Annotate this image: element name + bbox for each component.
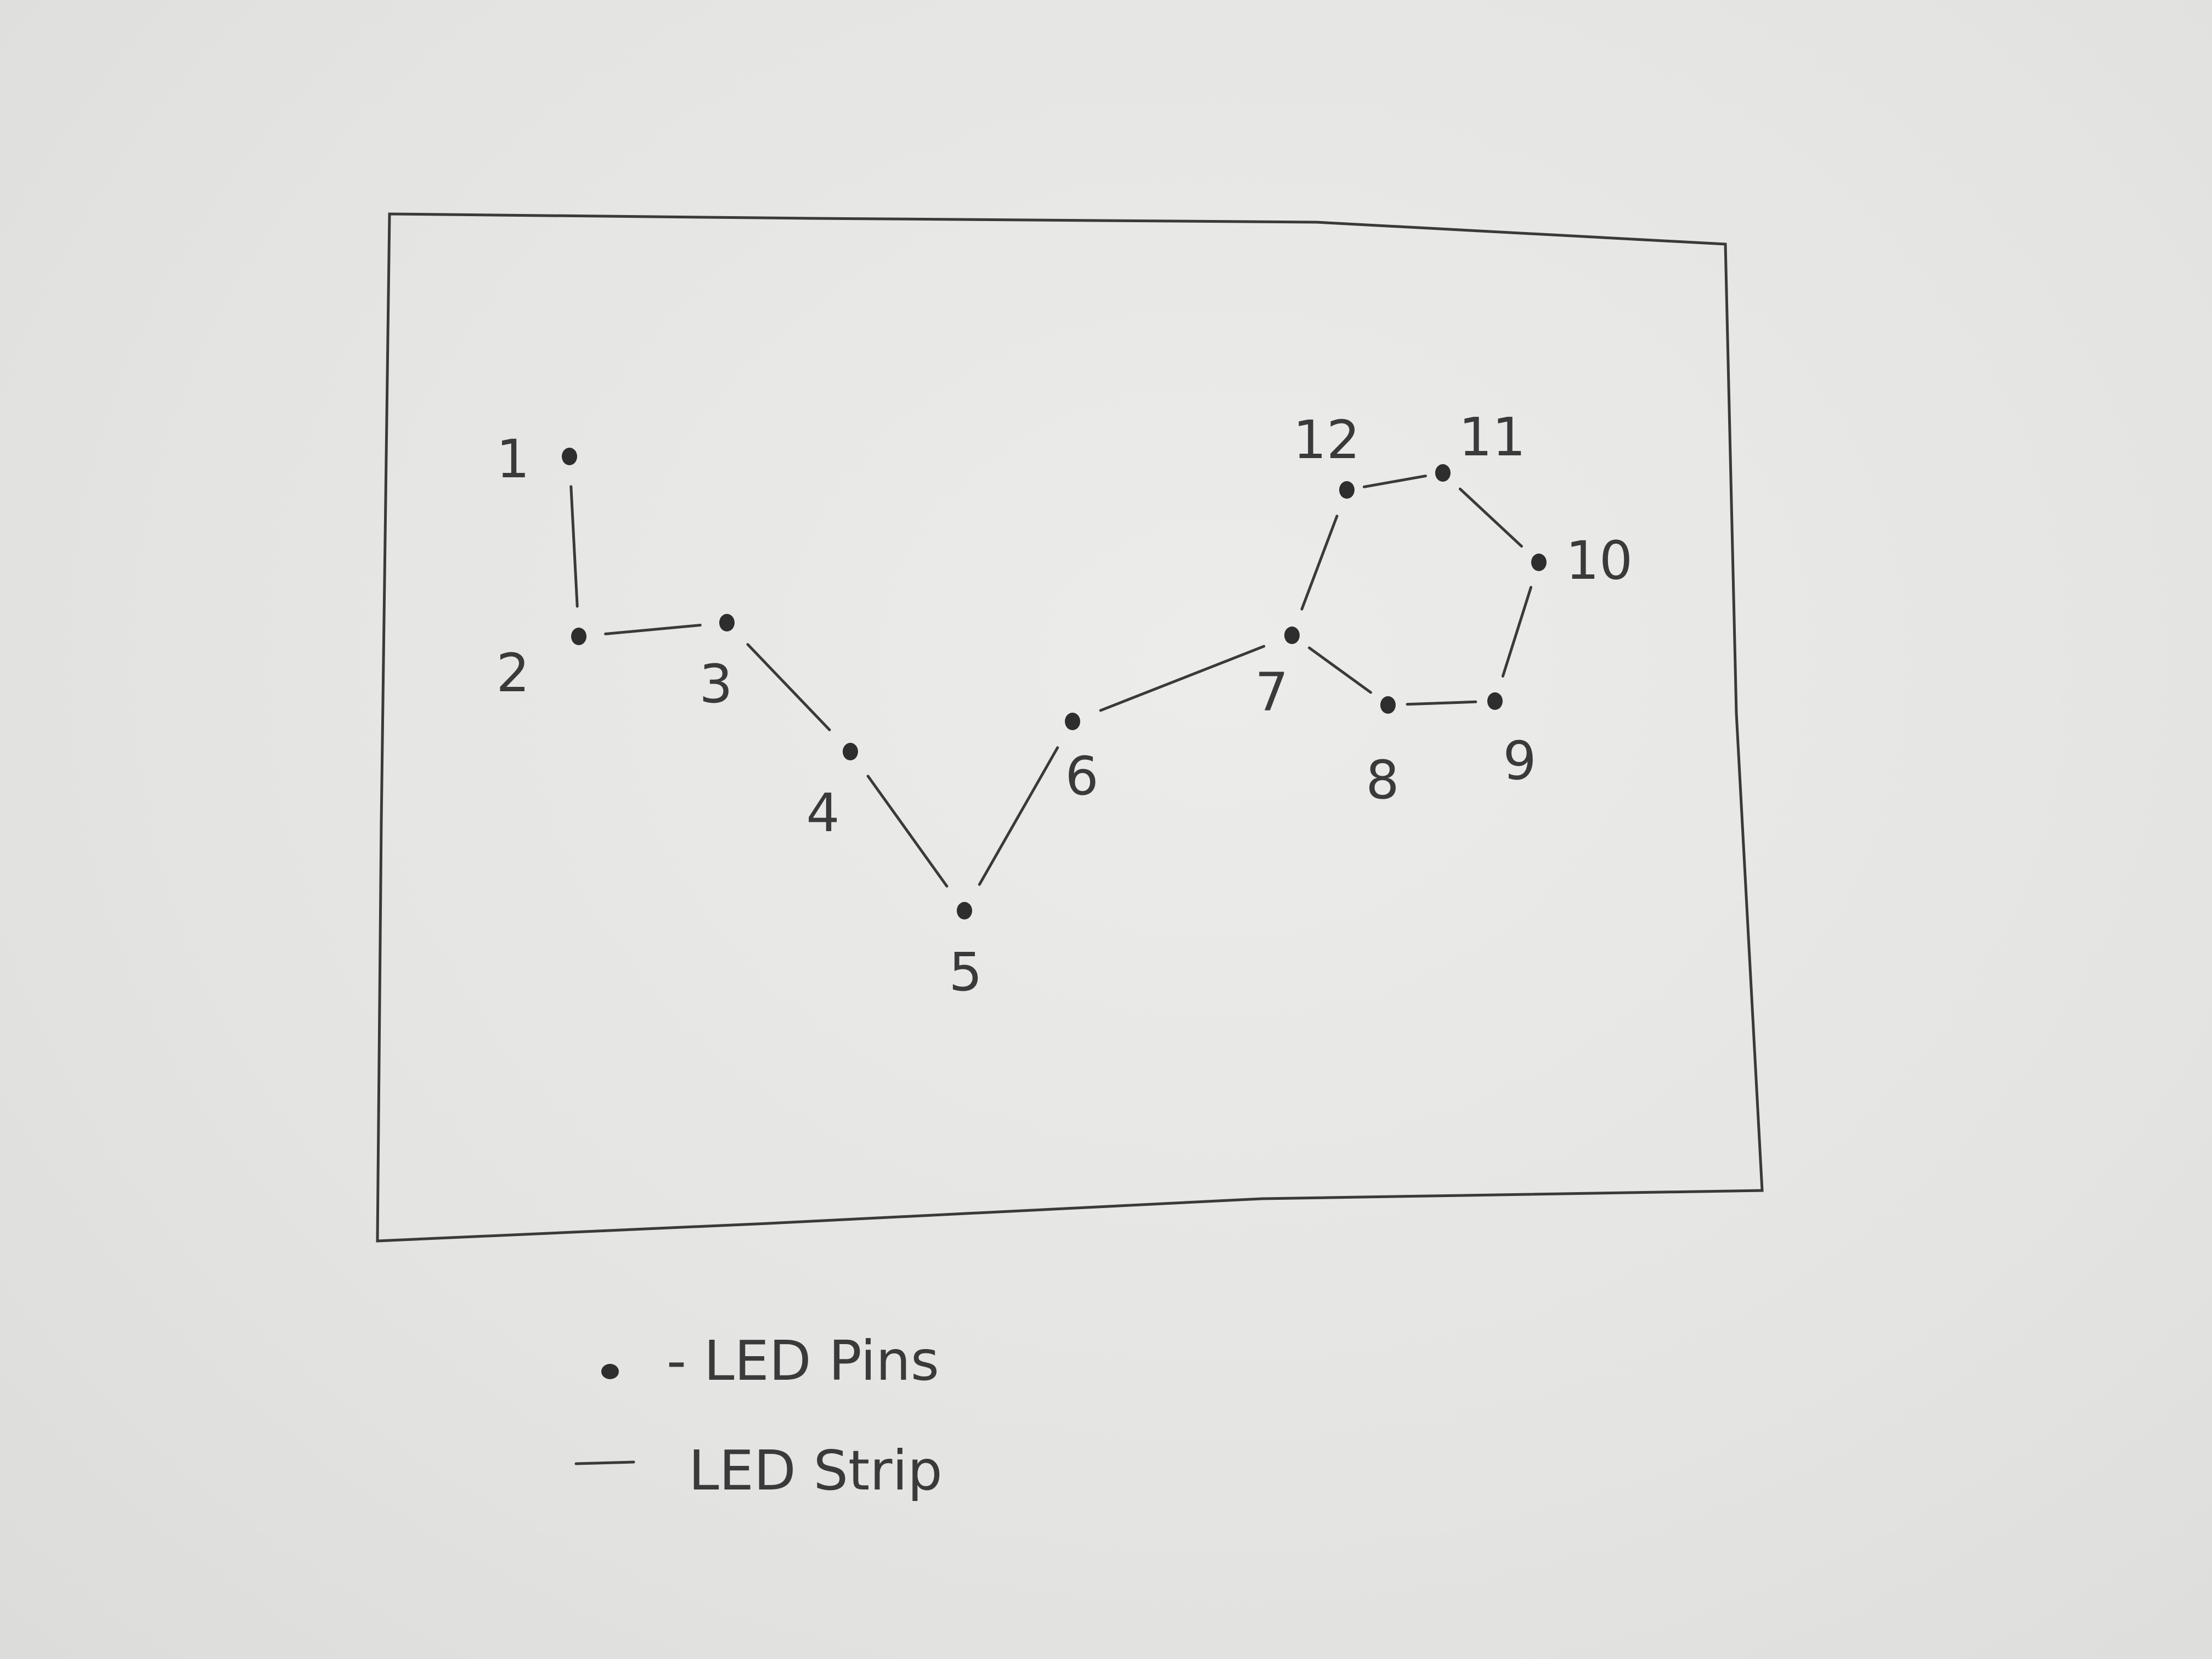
led-pin-10 <box>1531 554 1547 571</box>
pin-label-11: 11 <box>1459 407 1526 468</box>
pin-label-1: 1 <box>496 428 529 490</box>
pin-label-3: 3 <box>699 653 732 715</box>
legend: - LED Pins LED Strip <box>574 1329 943 1503</box>
led-strip-9-10 <box>1501 586 1533 678</box>
led-pin-8 <box>1380 696 1396 714</box>
led-pin-12 <box>1339 481 1355 499</box>
led-pin-11 <box>1435 464 1451 482</box>
pin-label-10: 10 <box>1566 530 1633 591</box>
led-strip-3-4 <box>746 643 831 731</box>
led-strip-6-7 <box>1099 645 1266 712</box>
led-pin-4 <box>843 743 858 760</box>
pin-label-8: 8 <box>1365 749 1399 811</box>
led-pin-6 <box>1065 713 1080 730</box>
led-strip-1-2 <box>569 485 579 608</box>
led-strip-11-12 <box>1363 475 1427 488</box>
led-strip-12-7 <box>1300 515 1339 611</box>
legend-strip-symbol <box>574 1460 635 1465</box>
led-strip-10-11 <box>1459 487 1523 548</box>
led-pins <box>562 448 1547 919</box>
led-strips <box>569 475 1533 888</box>
led-strip-7-8 <box>1308 646 1372 694</box>
led-pin-1 <box>562 448 577 465</box>
pin-label-6: 6 <box>1065 746 1098 807</box>
led-pin-9 <box>1487 692 1503 710</box>
pin-label-4: 4 <box>806 782 839 844</box>
led-pin-3 <box>719 614 735 631</box>
pin-label-12: 12 <box>1293 409 1360 471</box>
led-pin-5 <box>957 902 972 919</box>
legend-pin-label: - LED Pins <box>667 1329 939 1393</box>
pin-label-2: 2 <box>496 642 529 704</box>
legend-strip-label: LED Strip <box>689 1438 943 1503</box>
diagram-frame <box>376 212 1764 1243</box>
legend-pin-symbol <box>601 1364 619 1379</box>
pin-label-5: 5 <box>949 941 982 1003</box>
led-pin-2 <box>571 628 586 645</box>
pin-label-9: 9 <box>1503 730 1536 792</box>
led-strip-5-6 <box>978 746 1059 886</box>
led-strip-8-9 <box>1406 700 1477 706</box>
led-pin-7 <box>1284 627 1300 644</box>
led-strip-4-5 <box>866 775 949 888</box>
led-strip-2-3 <box>604 624 702 635</box>
pin-label-7: 7 <box>1255 662 1288 723</box>
